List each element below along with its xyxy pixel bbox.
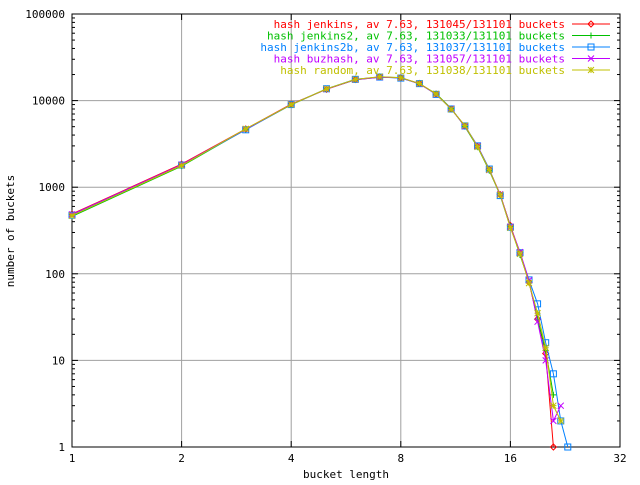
series-line (71, 76, 562, 422)
x-tick-label: 32 (613, 452, 626, 465)
legend-marker (587, 55, 595, 62)
data-point (447, 105, 455, 113)
series-layer (68, 73, 572, 451)
data-point (323, 85, 330, 93)
series-line (71, 76, 554, 448)
data-point (416, 80, 423, 87)
series-line (71, 76, 569, 448)
grid-layer (72, 14, 620, 447)
data-point (550, 391, 557, 398)
x-tick-label: 16 (504, 452, 517, 465)
legend-label: hash buzhash, av 7.63, 131057/131101 buc… (274, 53, 565, 66)
data-point (178, 162, 185, 169)
y-tick-label: 10000 (32, 95, 65, 108)
legend-marker (587, 66, 595, 74)
y-tick-label: 10 (52, 354, 65, 367)
legend-marker (587, 43, 595, 51)
data-point (351, 76, 359, 83)
data-point (525, 279, 533, 287)
series-3 (68, 73, 565, 425)
data-point (376, 73, 384, 81)
data-point (287, 101, 295, 108)
series-2 (68, 73, 572, 451)
data-point (496, 191, 504, 199)
legend-marker (587, 20, 595, 28)
series-line (71, 76, 562, 423)
data-point (485, 166, 493, 174)
legend-marker (588, 32, 594, 39)
legend: hash jenkins, av 7.63, 131045/131101 buc… (260, 18, 610, 77)
data-point (474, 143, 481, 151)
data-point (550, 417, 557, 425)
legend-label: hash jenkins, av 7.63, 131045/131101 buc… (274, 18, 565, 31)
series-1 (69, 74, 557, 398)
x-tick-label: 4 (288, 452, 295, 465)
data-point (461, 122, 469, 129)
data-point (516, 250, 524, 258)
data-point (549, 443, 558, 451)
series-0 (68, 73, 558, 451)
y-tick-label: 100 (45, 268, 65, 281)
x-tick-label: 1 (69, 452, 76, 465)
y-tick-label: 1 (58, 441, 65, 454)
data-point (397, 74, 405, 82)
y-axis-label: number of buckets (4, 175, 17, 288)
plot-frame (71, 13, 621, 448)
legend-label: hash random, av 7.63, 131038/131101 buck… (280, 64, 565, 77)
data-point (557, 402, 565, 410)
data-point (557, 417, 565, 425)
x-tick-label: 8 (397, 452, 404, 465)
x-axis-label: bucket length (303, 468, 389, 480)
data-point (550, 402, 557, 410)
legend-label: hash jenkins2b, av 7.63, 131037/131101 b… (260, 41, 565, 54)
y-tick-label: 100000 (25, 8, 65, 21)
series-4 (68, 73, 565, 425)
data-point (68, 212, 76, 219)
data-point (507, 224, 514, 232)
data-point (564, 443, 572, 451)
x-tick-label: 2 (178, 452, 185, 465)
axes-layer: 1 2 4 8 16 32 1 10 100 1000 10000 100000 (25, 8, 626, 465)
data-point (542, 344, 550, 352)
legend-label: hash jenkins2, av 7.63, 131033/131101 bu… (267, 30, 565, 43)
data-point (549, 370, 557, 378)
data-point (432, 90, 440, 98)
series-line (71, 76, 554, 395)
data-point (534, 309, 541, 317)
y-tick-label: 1000 (39, 181, 66, 194)
data-point (242, 125, 250, 133)
